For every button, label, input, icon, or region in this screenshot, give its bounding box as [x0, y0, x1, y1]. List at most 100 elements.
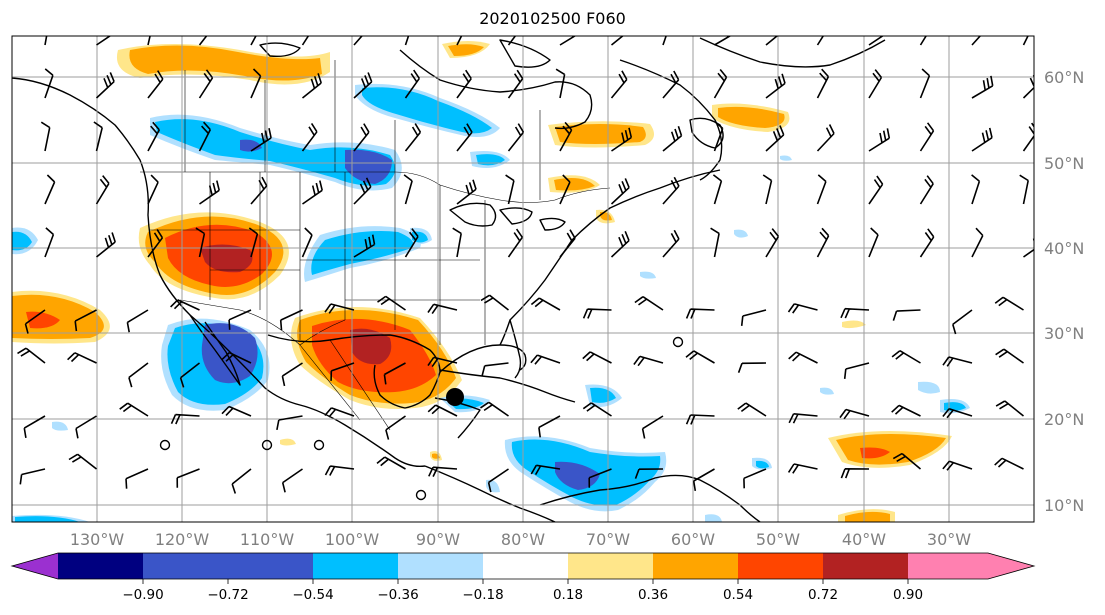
wind-barb: [23, 415, 46, 439]
dark-red-areas: [200, 244, 392, 365]
wind-barb: [559, 121, 573, 152]
wind-barb: [685, 414, 715, 425]
wind-barb: [740, 309, 767, 326]
wind-barb: [403, 174, 413, 205]
wind-barb: [843, 362, 870, 379]
wind-barb: [250, 68, 262, 99]
wind-barb: [610, 230, 630, 258]
lon-label: 60°W: [671, 530, 715, 549]
wind-barb: [481, 362, 509, 376]
wind-barb: [301, 73, 322, 99]
wind-barb: [1019, 174, 1029, 205]
colorbar-tick-label: 0.90: [893, 587, 923, 603]
wind-barb: [281, 362, 303, 387]
wind-barb: [96, 36, 112, 46]
wind-barb: [505, 174, 515, 205]
wind-barb: [868, 227, 879, 258]
wind-barb: [710, 227, 720, 258]
wind-barb: [891, 350, 921, 364]
wind-barb: [919, 36, 927, 46]
wind-barb: [610, 70, 628, 99]
wind-barb: [507, 69, 524, 99]
colorbar: −0.90 −0.72 −0.54 −0.36 −0.18 0.18 0.36 …: [10, 552, 1036, 603]
wind-barb: [125, 468, 149, 489]
lon-label: 30°W: [927, 530, 971, 549]
colorbar-segment: [398, 553, 483, 579]
wind-barb: [324, 465, 355, 476]
wind-barb: [538, 415, 561, 438]
wind-barb: [176, 468, 200, 488]
wind-barb: [427, 356, 458, 368]
wind-barb: [456, 123, 473, 152]
wind-barb: [74, 309, 97, 332]
wind-barb: [75, 415, 97, 439]
wind-barb: [868, 69, 883, 99]
wind-barb: [712, 174, 723, 205]
wind-barb: [324, 407, 355, 418]
wind-barb: [376, 456, 406, 470]
wind-barb: [250, 176, 268, 205]
colorbar-tick-label: 0.36: [638, 587, 668, 603]
wind-barb: [281, 468, 303, 493]
lon-label: 50°W: [756, 530, 800, 549]
wind-barb: [353, 234, 376, 258]
lat-label: 50°N: [1044, 154, 1084, 173]
colorbar-segment: [653, 553, 738, 579]
wind-barb: [743, 468, 767, 489]
wind-barb: [44, 174, 56, 205]
wind-barb: [44, 227, 55, 258]
wind-barb: [816, 68, 830, 99]
wind-barb: [276, 415, 303, 431]
lat-label: 20°N: [1044, 410, 1084, 429]
wind-barb: [641, 415, 664, 439]
wind-barb: [147, 121, 161, 152]
wind-barb: [1023, 238, 1034, 258]
coastlines: [12, 37, 886, 522]
colorbar-tick-label: −0.72: [207, 587, 248, 603]
wind-barb: [147, 228, 164, 258]
wind-barb: [788, 413, 818, 424]
colorbar-segment: [228, 553, 313, 579]
wind-barb: [198, 121, 212, 152]
wind-barb: [787, 303, 818, 314]
wind-barb: [952, 309, 973, 335]
wind-barb: [428, 466, 458, 477]
wind-barb: [737, 402, 767, 417]
wind-barb: [762, 174, 773, 205]
wind-barb: [995, 400, 1025, 417]
wind-barb: [487, 468, 509, 493]
wind-barb: [1022, 36, 1029, 46]
wind-barb: [530, 464, 561, 475]
wind-barb: [868, 175, 884, 205]
wind-barb: [353, 177, 372, 205]
wind-barb: [942, 356, 973, 367]
wind-barb: [195, 227, 206, 258]
longitude-labels: 130°W 120°W 110°W 100°W 90°W 80°W 70°W 6…: [70, 530, 971, 549]
wind-barb: [994, 296, 1024, 311]
gridlines: [12, 36, 1034, 522]
wind-barb: [582, 351, 612, 364]
wind-barb: [559, 174, 571, 205]
wind-barb: [24, 309, 46, 334]
wind-barb: [582, 308, 612, 319]
wind-barb: [662, 176, 680, 205]
wind-barb: [816, 36, 825, 46]
wind-barb: [919, 68, 931, 99]
wind-barb: [610, 178, 630, 205]
wind-barb: [179, 362, 200, 388]
wind-barb: [662, 36, 667, 46]
wind-barb: [199, 180, 220, 205]
wind-barbs: [17, 36, 1034, 494]
wind-barb: [68, 453, 97, 470]
wind-barb: [353, 72, 373, 99]
wind-barb: [228, 309, 252, 330]
colorbar-tick-label: −0.90: [122, 587, 163, 603]
wind-barb: [765, 73, 786, 99]
wind-barb: [126, 309, 149, 333]
wind-barb: [95, 232, 116, 258]
colorbar-tick-label: 0.54: [723, 587, 753, 603]
lon-label: 40°W: [842, 530, 886, 549]
wind-barb: [714, 36, 732, 46]
wind-barb: [919, 175, 934, 205]
wind-barb: [119, 402, 149, 417]
